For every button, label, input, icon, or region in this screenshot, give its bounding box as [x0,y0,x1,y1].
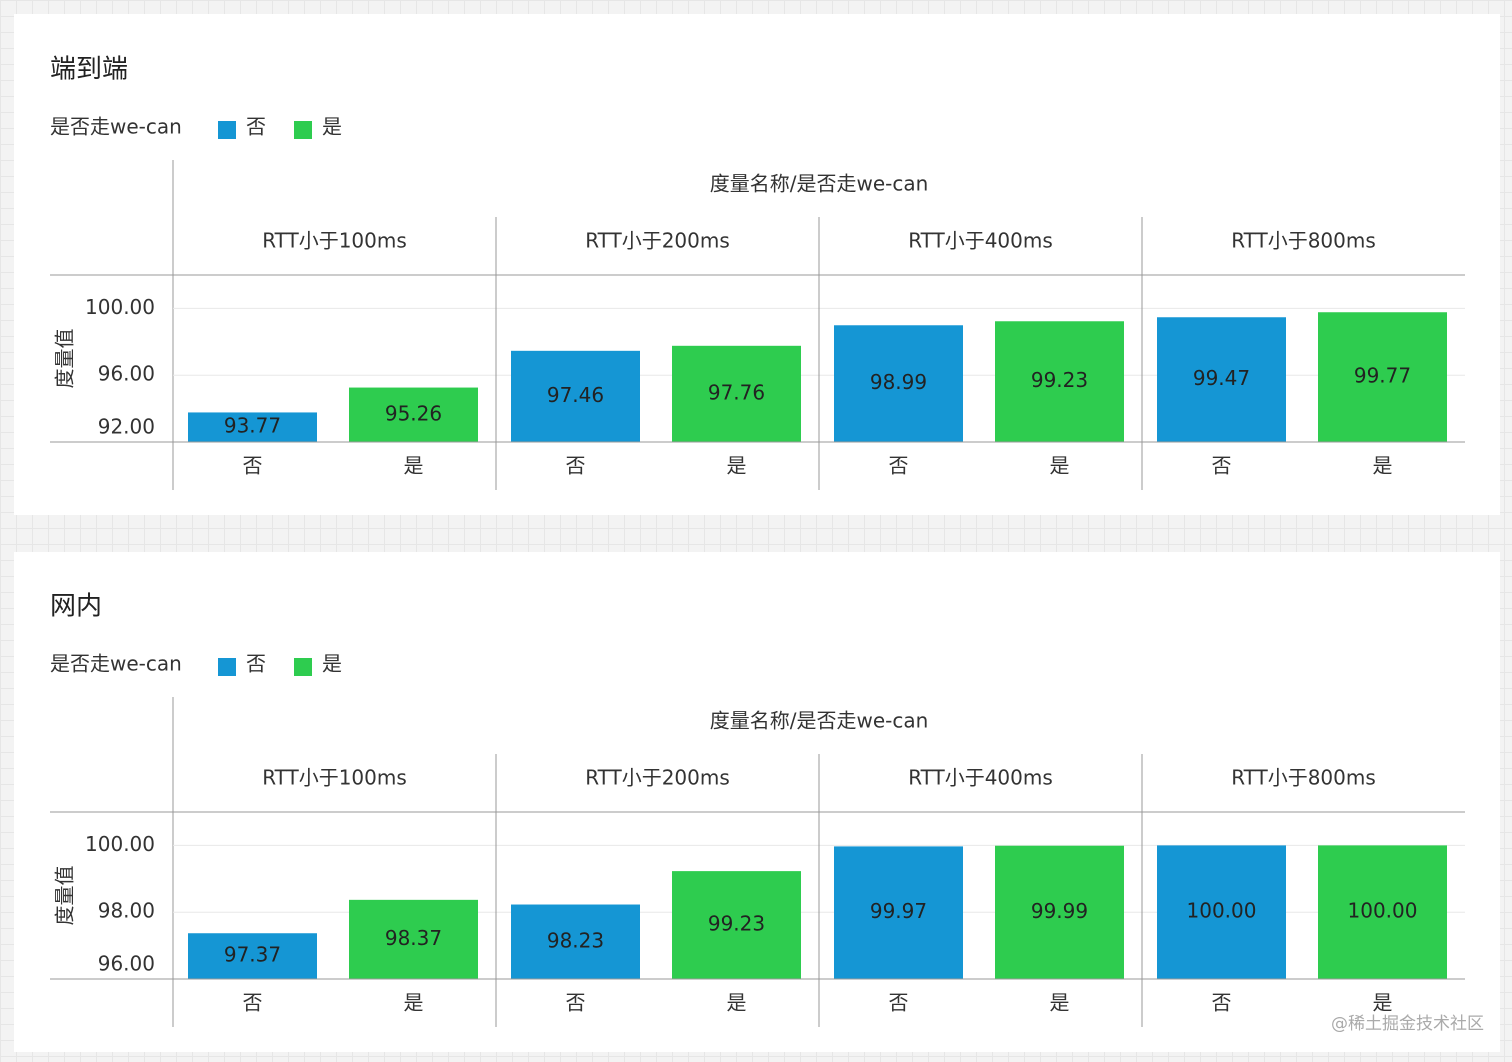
legend-title: 是否走we-can [50,652,182,676]
value-label: 99.77 [1354,364,1411,388]
value-label: 97.76 [708,380,765,404]
y-tick-label: 98.00 [98,899,155,923]
facet-label: RTT小于400ms [908,766,1053,790]
y-tick-label: 92.00 [98,415,155,439]
chart-title: 端到端 [50,55,128,85]
x-tick-label: 是 [1050,454,1070,478]
bar [834,846,963,979]
x-tick-label: 是 [1373,991,1393,1015]
y-axis-label: 度量值 [53,866,77,926]
facet-label: RTT小于100ms [262,766,407,790]
legend-swatch [294,121,312,139]
legend-label: 是 [322,652,342,676]
value-label: 95.26 [385,401,442,425]
bar [995,321,1124,442]
value-label: 99.23 [708,912,765,936]
x-tick-label: 是 [727,454,747,478]
x-tick-label: 否 [566,991,586,1015]
value-label: 93.77 [224,414,281,438]
legend-swatch [218,658,236,676]
x-tick-label: 是 [404,991,424,1015]
value-label: 99.23 [1031,368,1088,392]
facet-label: RTT小于800ms [1231,766,1376,790]
facet-label: RTT小于200ms [585,766,730,790]
bar [1157,845,1286,979]
x-tick-label: 否 [889,991,909,1015]
header: 度量名称/是否走we-can [710,172,929,196]
bar [1318,312,1447,442]
x-tick-label: 是 [404,454,424,478]
bar [1318,845,1447,979]
legend-swatch [218,121,236,139]
x-tick-label: 否 [1212,991,1232,1015]
value-label: 99.99 [1031,899,1088,923]
value-label: 100.00 [1348,899,1418,923]
legend-label: 否 [246,115,266,139]
facet-label: RTT小于400ms [908,229,1053,253]
x-tick-label: 否 [1212,454,1232,478]
watermark: @稀土掘金技术社区 [1331,1014,1484,1034]
x-tick-label: 是 [1373,454,1393,478]
bar [672,345,801,442]
y-tick-label: 96.00 [98,362,155,386]
legend-swatch [294,658,312,676]
bar [511,350,640,442]
value-label: 98.99 [870,370,927,394]
y-axis-label: 度量值 [53,329,77,389]
x-tick-label: 否 [243,991,263,1015]
y-tick-label: 96.00 [98,952,155,976]
bar [995,845,1124,979]
chart-title: 网内 [50,592,102,622]
header: 度量名称/是否走we-can [710,709,929,733]
x-tick-label: 否 [566,454,586,478]
bar [672,871,801,979]
bar [349,899,478,979]
bar [1157,317,1286,442]
bar [188,412,317,442]
bar [349,387,478,442]
y-tick-label: 100.00 [85,832,155,856]
facet-label: RTT小于800ms [1231,229,1376,253]
value-label: 97.46 [547,383,604,407]
y-tick-label: 100.00 [85,295,155,319]
value-label: 100.00 [1187,899,1257,923]
x-tick-label: 是 [1050,991,1070,1015]
value-label: 98.23 [547,928,604,952]
bar [188,933,317,979]
bar [834,325,963,442]
x-tick-label: 是 [727,991,747,1015]
value-label: 97.37 [224,943,281,967]
facet-label: RTT小于100ms [262,229,407,253]
bar [511,904,640,979]
value-label: 98.37 [385,926,442,950]
legend-label: 是 [322,115,342,139]
x-tick-label: 否 [889,454,909,478]
facet-label: RTT小于200ms [585,229,730,253]
legend-title: 是否走we-can [50,115,182,139]
legend-label: 否 [246,652,266,676]
value-label: 99.97 [870,899,927,923]
value-label: 99.47 [1193,366,1250,390]
x-tick-label: 否 [243,454,263,478]
